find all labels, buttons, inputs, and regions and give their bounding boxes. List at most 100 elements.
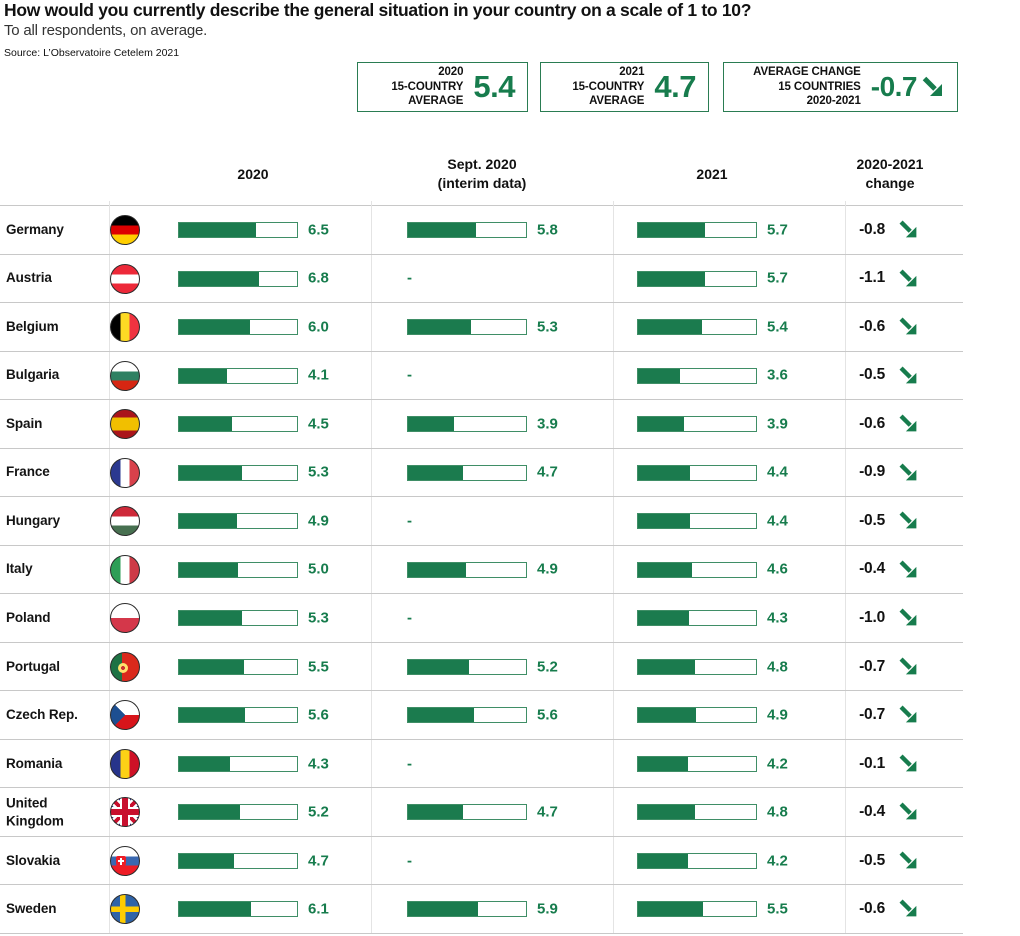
summary-box-label: 2021 15-COUNTRY AVERAGE [572, 65, 644, 108]
column-header-line: 2020 [237, 165, 269, 182]
trend-down-arrow-icon [899, 511, 917, 529]
sweden-flag-icon [110, 894, 140, 925]
portugal-flag-icon [110, 651, 140, 682]
score-value: 3.6 [767, 366, 788, 384]
austria-flag-icon [110, 263, 140, 294]
summary-box-label-line: 2020-2021 [806, 95, 861, 108]
score-bar-fill [638, 756, 688, 771]
change-value: -0.6 [859, 317, 885, 335]
column-header-line: 2021 [696, 165, 728, 182]
score-bar-fill [408, 320, 471, 335]
score-bar-fill [179, 368, 228, 383]
score-bar-fill [638, 805, 695, 820]
summary-box-average-change: AVERAGE CHANGE 15 COUNTRIES 2020-2021 -0… [723, 62, 958, 112]
uk-flag-icon [110, 797, 140, 828]
score-bar [637, 804, 757, 821]
score-bar-fill [408, 805, 464, 820]
column-header: Sept. 2020 (interim data) [397, 150, 567, 198]
score-value: 4.7 [537, 463, 558, 481]
change-value: -0.4 [859, 803, 885, 821]
trend-down-arrow-icon [899, 366, 917, 383]
score-bar-fill [408, 223, 477, 237]
score-value: 5.6 [537, 706, 558, 724]
change-value: -1.1 [859, 269, 885, 287]
source-note: Source: L’Observatoire Cetelem 2021 [4, 47, 180, 59]
table-row: Czech Rep. 5.6 5.6 4.9 -0.7 [0, 691, 963, 740]
score-value: 4.4 [767, 463, 788, 481]
trend-arrow [898, 219, 919, 240]
score-value: 6.0 [308, 318, 329, 336]
score-bar-fill [638, 902, 703, 917]
score-bar [178, 367, 298, 384]
score-bar [407, 707, 527, 724]
score-value: 6.1 [308, 900, 329, 918]
summary-box-label-line: 15 COUNTRIES [778, 80, 861, 93]
column-header: 2020 [178, 150, 328, 198]
table-row: Bulgaria 4.1 - 3.6 -0.5 [0, 352, 963, 401]
score-bar [178, 464, 298, 481]
score-bar-fill [408, 708, 475, 723]
hungary-flag-icon [110, 506, 140, 537]
score-value: 5.8 [537, 221, 558, 239]
country-label: Spain [6, 416, 43, 432]
trend-arrow [898, 268, 919, 289]
score-value: 5.0 [308, 560, 329, 578]
score-bar [407, 222, 527, 238]
score-value: 3.9 [767, 415, 788, 433]
score-bar-fill [638, 368, 681, 383]
country-label: Slovakia [6, 852, 60, 868]
no-data-dash: - [407, 512, 412, 530]
score-bar-fill [179, 611, 242, 626]
change-value: -0.1 [859, 754, 885, 772]
column-divider [109, 201, 110, 934]
score-bar [637, 416, 757, 433]
table-row: Portugal 5.5 5.2 4.8 -0.7 [0, 643, 963, 692]
score-bar [637, 901, 757, 918]
trend-arrow [898, 607, 919, 628]
score-value: 4.2 [767, 852, 788, 870]
summary-box-label-line: AVERAGE [408, 95, 464, 108]
column-header: 2021 [637, 150, 787, 198]
belgium-flag-icon [110, 312, 140, 343]
poland-flag-icon [110, 603, 140, 634]
trend-arrow [898, 850, 919, 871]
table-row: Italy 5.0 4.9 4.6 -0.4 [0, 546, 963, 595]
score-bar [637, 561, 757, 578]
summary-box-value: 5.4 [473, 69, 515, 104]
score-bar [178, 513, 298, 530]
column-header: 2020-2021 change [815, 150, 965, 198]
trend-down-arrow-icon [899, 802, 917, 820]
score-value: 5.6 [308, 706, 329, 724]
score-bar-fill [638, 271, 706, 286]
score-bar [637, 610, 757, 627]
table-row: United Kingdom 5.2 4.7 4.8 -0.4 [0, 788, 963, 837]
score-bar [637, 319, 757, 336]
score-bar-fill [408, 465, 464, 480]
country-table: Germany 6.5 5.8 5.7 -0.8 Austria 6.8 - 5.7 -1.1 Be… [0, 201, 963, 934]
column-header-line: change [865, 175, 915, 191]
score-value: 4.1 [308, 366, 329, 384]
score-bar-fill [179, 271, 260, 286]
score-bar-fill [638, 562, 693, 577]
trend-arrow [898, 704, 919, 725]
trend-arrow [898, 801, 919, 822]
score-value: 5.2 [308, 803, 329, 821]
score-bar-fill [408, 659, 470, 674]
score-bar [637, 464, 757, 481]
country-label: Belgium [6, 319, 59, 335]
score-value: 6.8 [308, 269, 329, 287]
trend-arrow [898, 413, 919, 434]
score-value: 4.3 [767, 609, 788, 627]
country-label: Austria [6, 270, 52, 286]
score-bar-fill [179, 320, 250, 335]
score-bar [407, 464, 527, 481]
trend-down-arrow-icon [899, 899, 917, 917]
summary-box-label-line: AVERAGE CHANGE [753, 66, 861, 79]
column-header-line: Sept. 2020 [447, 156, 517, 173]
country-label: Romania [6, 755, 63, 771]
change-value: -0.4 [859, 560, 885, 578]
score-value: 5.4 [767, 318, 788, 336]
score-bar [178, 416, 298, 433]
score-bar-fill [179, 756, 230, 771]
score-value: 4.7 [537, 803, 558, 821]
